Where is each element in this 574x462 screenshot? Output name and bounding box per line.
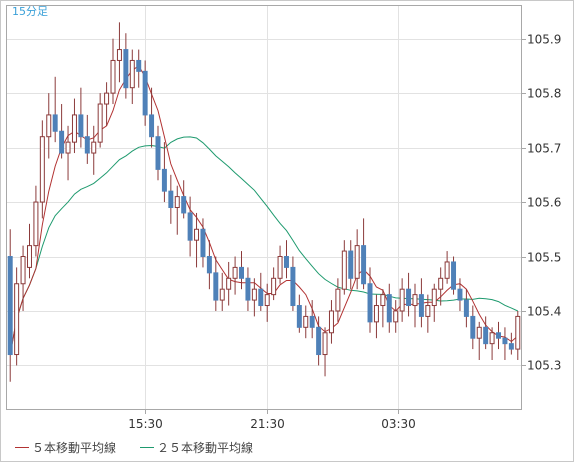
candle-up [251,288,257,301]
candle-down [206,256,212,274]
candle-up [431,288,437,307]
legend-label: ５本移動平均線 [32,440,116,455]
candle-up [264,294,270,307]
candle-down [483,326,489,345]
y-tick-label: 105.7 [527,142,561,156]
candle-up [380,294,386,307]
candle-down [123,49,129,89]
candle-up [444,261,450,279]
candle-down [136,59,142,72]
candle-up [328,310,334,334]
candle-up [14,283,20,356]
candle-up [20,256,26,285]
candle-down [451,261,457,290]
candle-up [104,92,110,105]
y-axis: 105.3 105.4 105.5 105.6 105.7 105.8 105.9 [521,33,561,373]
candle-up [232,266,238,279]
candle-up [26,245,32,268]
candle-up [129,59,135,89]
candle-up [110,59,116,94]
candle-down [155,136,161,170]
candle-up [46,114,52,138]
candle-down [316,326,322,356]
x-tick-label: 15:30 [128,417,163,431]
y-tick-label: 105.6 [527,196,561,210]
candle-up [39,136,45,203]
candle-down [296,305,302,328]
x-tick-label: 03:30 [381,417,416,431]
y-tick-label: 105.8 [527,87,561,101]
candle-up [373,305,379,323]
candle-up [438,277,444,290]
candle-up [489,332,495,345]
candle-up [399,288,405,312]
candle-down [181,196,187,214]
candle-down [245,277,251,301]
candle-down [386,294,392,323]
candle-down [418,294,424,317]
candle-up [341,250,347,290]
candle-down [258,288,264,307]
period-label: 15分足 [12,5,48,18]
plot-area [6,5,522,410]
candle-up [194,228,200,241]
x-tick-label: 21:30 [250,417,285,431]
legend: ５本移動平均線 ２５本移動平均線 [15,440,253,455]
candle-up [425,305,431,317]
candles [7,22,521,382]
candle-down [470,315,476,339]
candle-up [71,114,77,143]
candle-down [59,130,65,154]
candle-up [226,277,232,290]
candle-down [309,315,315,328]
candle-down [149,114,155,138]
legend-label: ２５本移動平均線 [157,440,253,455]
candle-down [348,250,354,279]
candle-down [361,245,367,285]
candle-up [277,256,283,279]
candle-down [161,168,167,192]
candle-up [322,332,328,356]
candle-down [7,256,13,356]
candle-up [354,245,360,279]
candle-up [33,201,39,247]
candle-down [283,256,289,268]
candle-up [271,277,277,296]
candle-down [508,343,514,350]
candle-down [142,70,148,116]
y-tick-label: 105.5 [527,251,561,265]
y-tick-label: 105.3 [527,359,561,373]
candle-down [78,114,84,138]
x-axis: 15:30 21:30 03:30 [128,409,416,431]
candle-up [515,315,521,350]
candle-up [174,196,180,208]
candle-up [219,288,225,301]
candle-up [303,315,309,328]
candle-down [52,114,58,132]
candle-down [406,288,412,307]
candle-down [239,266,245,279]
candle-up [97,103,103,143]
candle-down [496,332,502,339]
candle-down [290,266,296,307]
candle-down [367,283,373,323]
candle-down [187,212,193,241]
candle-up [116,49,122,61]
candle-down [213,272,219,301]
candle-up [476,326,482,339]
candle-down [457,288,463,301]
candle-up [412,294,418,307]
candle-up [65,141,71,154]
candle-down [200,228,206,258]
candle-up [91,141,97,154]
candle-up [393,310,399,323]
candle-down [168,190,174,208]
y-tick-label: 105.4 [527,305,561,319]
candle-down [502,337,508,345]
candle-up [335,288,341,312]
candle-down [463,299,469,317]
y-tick-label: 105.9 [527,33,561,47]
candle-down [84,136,90,154]
